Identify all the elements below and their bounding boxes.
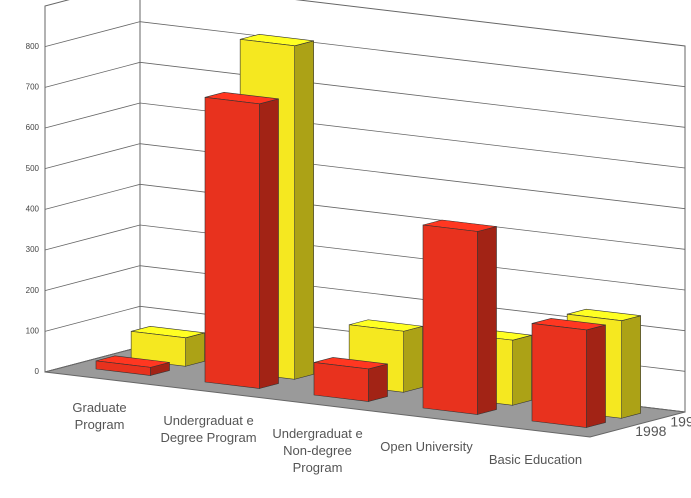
grid-line <box>44 21 686 88</box>
bar <box>95 360 151 376</box>
bar-side <box>586 324 606 428</box>
y-tick-label: 200 <box>26 286 40 295</box>
grid-line <box>44 224 686 291</box>
x-tick-label: Undergraduat e Degree Program <box>160 412 257 445</box>
y-tick-label: 600 <box>26 123 40 132</box>
side-wall <box>44 0 141 373</box>
grid-line <box>44 102 686 169</box>
y-tick-label: 800 <box>26 42 40 51</box>
legend-label: 1999 <box>670 414 691 430</box>
bar-side <box>512 334 532 406</box>
grid-line <box>44 61 686 128</box>
y-tick-label: 300 <box>26 245 40 254</box>
bar-side <box>294 40 314 380</box>
grid-line <box>44 265 686 332</box>
bar-side <box>259 98 279 389</box>
bar <box>422 224 478 415</box>
x-tick-label: Graduate Program <box>72 399 127 432</box>
x-tick-label: Open University <box>380 438 473 454</box>
bar-side <box>403 325 423 393</box>
bar <box>204 96 260 389</box>
grid-line <box>44 143 686 210</box>
y-tick-label: 100 <box>26 326 40 335</box>
y-tick-label: 700 <box>26 82 40 91</box>
bar-side <box>368 363 388 402</box>
bar-side <box>621 315 641 419</box>
bar-side <box>477 226 497 415</box>
x-tick-label: Undergraduat e Non-degree Program <box>272 425 363 475</box>
y-tick-label: 400 <box>26 204 40 213</box>
bar <box>313 362 369 402</box>
grid-line <box>44 183 686 250</box>
bar <box>531 323 587 428</box>
y-tick-label: 0 <box>35 367 40 376</box>
x-tick-label: Basic Education <box>488 451 583 467</box>
y-tick-label: 500 <box>26 164 40 173</box>
bar-side <box>185 332 205 367</box>
legend-label: 1998 <box>635 423 666 439</box>
